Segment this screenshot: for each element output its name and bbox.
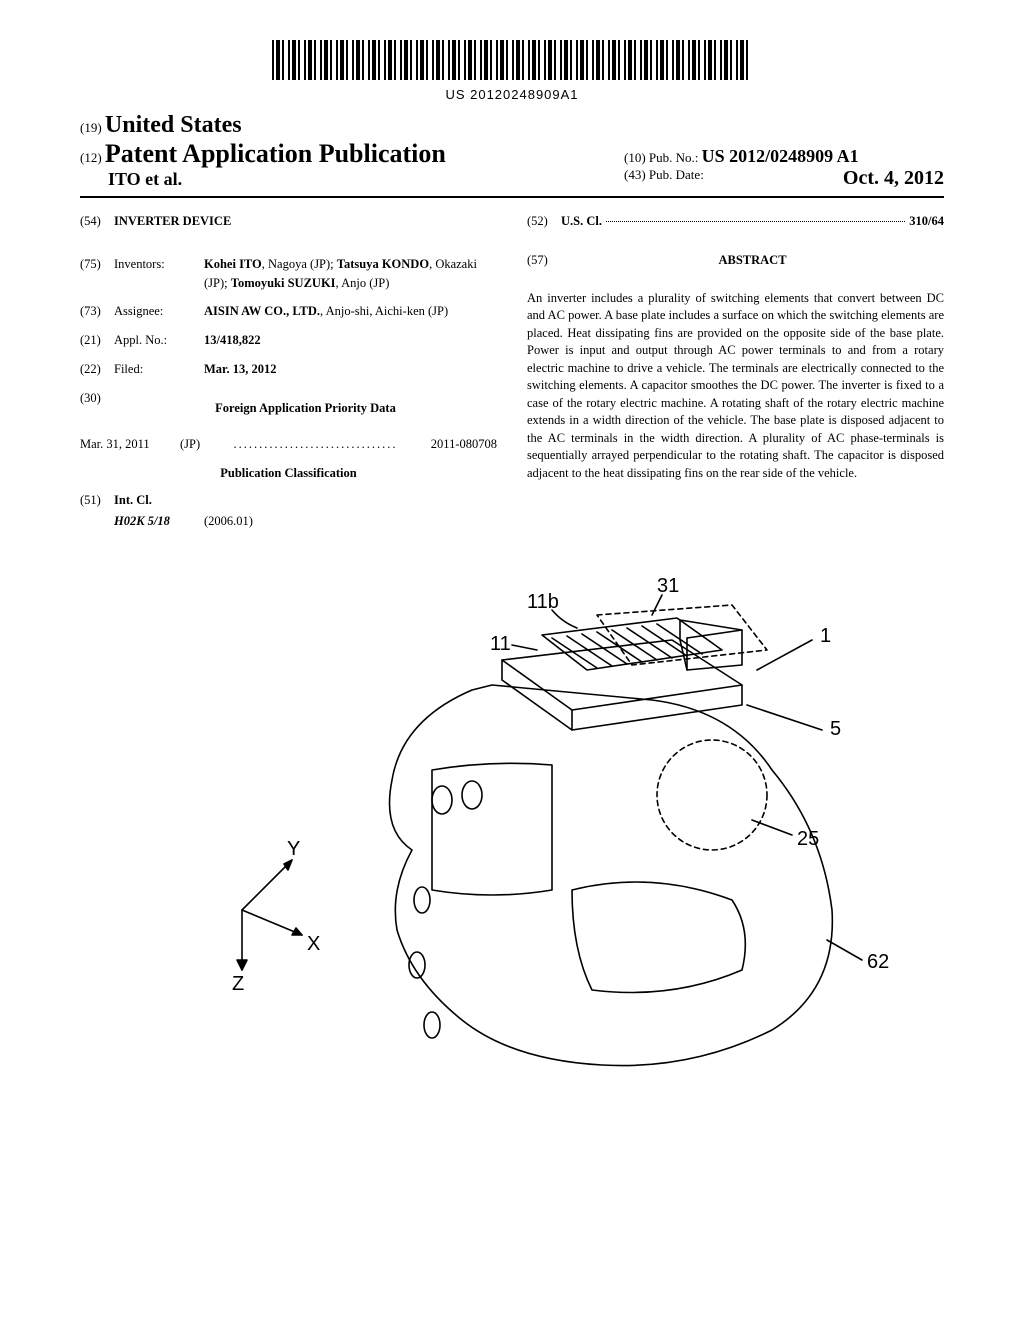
filed-num: (22) [80,360,114,379]
classification-header: Publication Classification [80,464,497,483]
ref-label-62: 62 [867,951,889,973]
uscl-label: U.S. Cl. [561,212,602,231]
header-left: (19) United States (12) Patent Applicati… [80,112,446,190]
priority-data-row: Mar. 31, 2011 (JP) .....................… [80,435,497,454]
header-country-line: (19) United States [80,112,446,139]
axis-y-label: Y [287,838,300,860]
assignee-value: AISIN AW CO., LTD., Anjo-shi, Aichi-ken … [204,302,497,321]
right-column: (52) U.S. Cl. 310/64 (57) ABSTRACT An in… [527,212,944,540]
intcl-code: H02K 5/18 [114,512,204,531]
header-right: (10) Pub. No.: US 2012/0248909 A1 (43) P… [624,146,944,190]
priority-country: (JP) [180,435,200,454]
applno-num: (21) [80,331,114,350]
left-column: (54) INVERTER DEVICE (75) Inventors: Koh… [80,212,497,540]
priority-date: Mar. 31, 2011 [80,435,180,454]
ref-label-11b: 11b [527,591,559,613]
pubdate-value: Oct. 4, 2012 [843,167,944,190]
priority-header: Foreign Application Priority Data [114,399,497,418]
axis-x-label: X [307,933,320,955]
inventors-label: Inventors: [114,255,204,293]
ref-label-25: 25 [797,828,819,850]
abstract-num: (57) [527,251,561,280]
pubno-line: (10) Pub. No.: US 2012/0248909 A1 [624,146,944,167]
doc-type: Patent Application Publication [105,139,446,168]
pubno-label: Pub. No.: [649,150,698,165]
barcode-graphic [272,40,752,80]
ref-label-5: 5 [830,718,841,740]
ref-label-31: 31 [657,575,679,597]
barcode-block: US 20120248909A1 [80,40,944,102]
uscl-value: 310/64 [909,212,944,231]
assignee-field: (73) Assignee: AISIN AW CO., LTD., Anjo-… [80,302,497,321]
inventors-value: Kohei ITO, Nagoya (JP); Tatsuya KONDO, O… [204,255,497,293]
intcl-spacer [80,512,114,531]
abstract-header: ABSTRACT [561,251,944,270]
intcl-code-row: H02K 5/18 (2006.01) [80,512,497,531]
pubno-num: (10) [624,150,646,165]
header-authors: ITO et al. [80,169,446,190]
axis-z-label: Z [232,973,244,995]
doc-num: (12) [80,150,102,165]
filed-field: (22) Filed: Mar. 13, 2012 [80,360,497,379]
priority-dots: ................................ [200,435,431,454]
header-doctype-line: (12) Patent Application Publication [80,139,446,169]
country-num: (19) [80,120,102,135]
ref-label-11: 11 [490,633,511,655]
priority-num-row: (30) Foreign Application Priority Data [80,389,497,426]
assignee-label: Assignee: [114,302,204,321]
figure-svg: 31 11b 11 1 5 25 62 Y X Z [132,570,892,1090]
priority-appno: 2011-080708 [431,435,497,454]
pubno-value: US 2012/0248909 A1 [702,146,859,166]
header: (19) United States (12) Patent Applicati… [80,112,944,198]
figure: 31 11b 11 1 5 25 62 Y X Z [80,570,944,1095]
priority-num: (30) [80,389,114,426]
pubdate-label: Pub. Date: [649,167,704,182]
intcl-label: Int. Cl. [114,491,152,510]
title-field: (54) INVERTER DEVICE [80,212,497,245]
intcl-version: (2006.01) [204,512,253,531]
title-num: (54) [80,212,114,245]
filed-value: Mar. 13, 2012 [204,360,497,379]
biblio-columns: (54) INVERTER DEVICE (75) Inventors: Koh… [80,212,944,540]
pubdate-line: (43) Pub. Date: Oct. 4, 2012 [624,167,944,183]
ref-label-1: 1 [820,625,831,647]
abstract-header-row: (57) ABSTRACT [527,251,944,280]
applno-value: 13/418,822 [204,331,497,350]
inventors-field: (75) Inventors: Kohei ITO, Nagoya (JP); … [80,255,497,293]
barcode-text: US 20120248909A1 [80,87,944,102]
uscl-field: (52) U.S. Cl. 310/64 [527,212,944,231]
inventors-num: (75) [80,255,114,293]
intcl-field: (51) Int. Cl. [80,491,497,510]
assignee-num: (73) [80,302,114,321]
applno-label: Appl. No.: [114,331,204,350]
uscl-num: (52) [527,212,561,231]
pubdate-num: (43) [624,167,646,182]
invention-title: INVERTER DEVICE [114,212,231,231]
abstract-text: An inverter includes a plurality of swit… [527,290,944,483]
filed-label: Filed: [114,360,204,379]
axes-icon [237,860,302,970]
applno-field: (21) Appl. No.: 13/418,822 [80,331,497,350]
country-name: United States [105,112,242,138]
uscl-dots [606,212,905,222]
intcl-num: (51) [80,491,114,510]
